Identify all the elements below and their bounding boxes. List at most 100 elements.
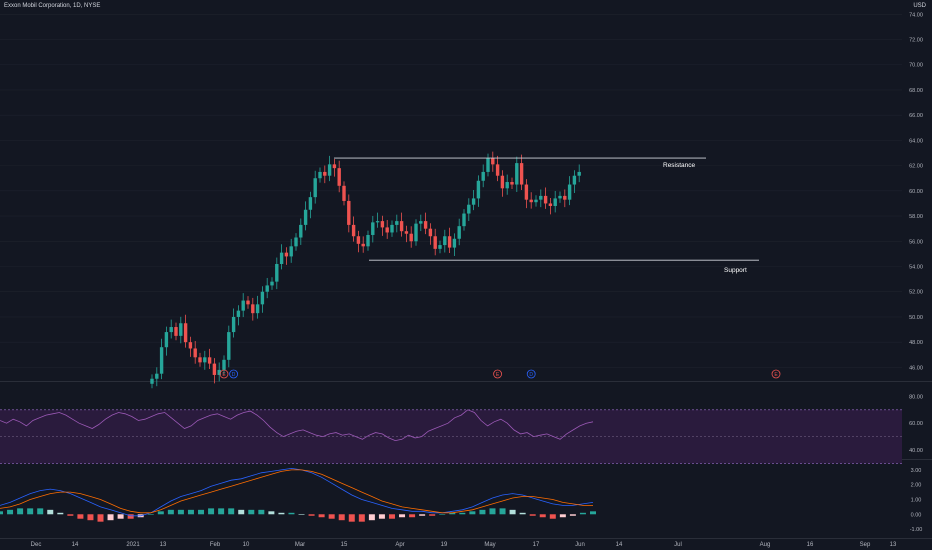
macd-histogram-bar: [87, 514, 94, 521]
earnings-event-label: E: [774, 372, 778, 378]
candle-body: [251, 304, 255, 314]
macd-tick-label: 0.00: [911, 512, 922, 518]
candle-body: [212, 363, 217, 375]
macd-histogram-bar: [579, 512, 586, 515]
macd-histogram-bar: [409, 514, 416, 518]
signal-line: [0, 469, 593, 514]
macd-histogram-bar: [248, 509, 255, 515]
candle-body: [572, 175, 577, 185]
price-tick-label: 68.00: [909, 88, 923, 94]
price-tick-label: 50.00: [909, 315, 923, 321]
price-tick-label: 64.00: [909, 138, 923, 144]
macd-histogram-bar: [147, 514, 154, 515]
earnings-event-marker: [493, 369, 503, 379]
time-tick-label: Dec: [31, 542, 42, 548]
candle-body: [510, 182, 514, 185]
candle-body: [563, 195, 567, 200]
time-tick-label: Feb: [210, 542, 221, 548]
candle-body: [188, 342, 193, 349]
time-tick-label: 17: [533, 542, 540, 548]
macd-histogram-bar: [258, 509, 265, 515]
macd-line: [0, 467, 594, 517]
time-tick-label: 14: [72, 542, 79, 548]
macd-tick-label: 1.00: [911, 497, 922, 503]
candle-body: [275, 263, 279, 282]
macd-histogram-bar: [198, 509, 205, 515]
candle-body: [519, 163, 524, 185]
candle-body: [495, 164, 500, 176]
macd-histogram-bar: [228, 508, 235, 515]
time-tick-label: 13: [160, 542, 167, 548]
candle-body: [553, 198, 557, 206]
dividend-event-marker: [229, 369, 239, 379]
candle-body: [265, 285, 269, 292]
candle-body: [385, 227, 389, 233]
candle-body: [351, 224, 356, 237]
candle-body: [558, 195, 562, 199]
macd-histogram-bar: [268, 511, 275, 515]
macd-histogram-bar: [308, 514, 315, 516]
time-tick-label: Sep: [860, 542, 871, 548]
macd-histogram-bar: [338, 514, 345, 521]
candle-body: [193, 348, 197, 358]
candle-body: [217, 369, 221, 375]
macd-histogram-bar: [278, 512, 285, 515]
macd-histogram-bar: [37, 508, 44, 515]
macd-histogram-bar: [469, 511, 476, 515]
candle-body: [207, 357, 212, 364]
macd-tick-label: 3.00: [911, 468, 922, 474]
macd-histogram-bar: [77, 514, 84, 519]
candle-body: [289, 246, 293, 257]
macd-histogram-bar: [509, 509, 516, 515]
macd-histogram-bar: [569, 514, 576, 516]
candle-body: [159, 347, 164, 374]
time-tick-label: 13: [890, 542, 897, 548]
macd-histogram-bar: [489, 508, 496, 515]
candle-body: [260, 291, 265, 305]
earnings-event-marker: [219, 369, 229, 379]
candle-body: [294, 237, 298, 247]
candle-body: [284, 252, 289, 257]
macd-histogram-bar: [27, 508, 34, 515]
macd-histogram-bar: [218, 508, 225, 515]
candle-body: [366, 234, 370, 247]
candle-body: [404, 231, 409, 234]
time-tick-label: 16: [807, 542, 814, 548]
candle-body: [395, 221, 399, 225]
price-tick-label: 54.00: [909, 265, 923, 271]
rsi-tick-label: 80.00: [909, 394, 923, 400]
candle-body: [433, 236, 437, 249]
candle-body: [491, 158, 495, 165]
candle-body: [318, 171, 322, 179]
time-tick-label: Apr: [395, 542, 404, 548]
time-tick-label: 14: [616, 542, 623, 548]
macd-histogram-bar: [47, 509, 54, 515]
candle-body: [452, 238, 457, 248]
rsi-tick-label: 40.00: [909, 448, 923, 454]
candle-body: [471, 198, 476, 205]
macd-histogram-bar: [368, 514, 375, 521]
candle-body: [241, 300, 245, 311]
candle-body: [327, 164, 332, 176]
candle-body: [231, 316, 236, 333]
candle-body: [150, 378, 154, 384]
macd-histogram-bar: [499, 508, 506, 515]
candle-body: [414, 223, 418, 242]
rsi-line: [0, 409, 594, 442]
candle-body: [270, 281, 274, 286]
macd-histogram-bar: [288, 512, 295, 515]
candle-body: [419, 221, 423, 224]
candle-body: [548, 203, 553, 206]
time-tick-label: 19: [441, 542, 448, 548]
macd-histogram-bar: [17, 508, 24, 515]
earnings-event-label: E: [222, 372, 226, 378]
macd-histogram-bar: [388, 514, 395, 519]
candle-body: [539, 195, 543, 200]
candle-body: [323, 171, 327, 176]
price-tick-label: 52.00: [909, 290, 923, 296]
time-tick-label: Aug: [760, 542, 771, 548]
candle-body: [361, 243, 365, 247]
time-tick-label: Mar: [295, 542, 305, 548]
rsi-tick-label: 60.00: [909, 421, 923, 427]
